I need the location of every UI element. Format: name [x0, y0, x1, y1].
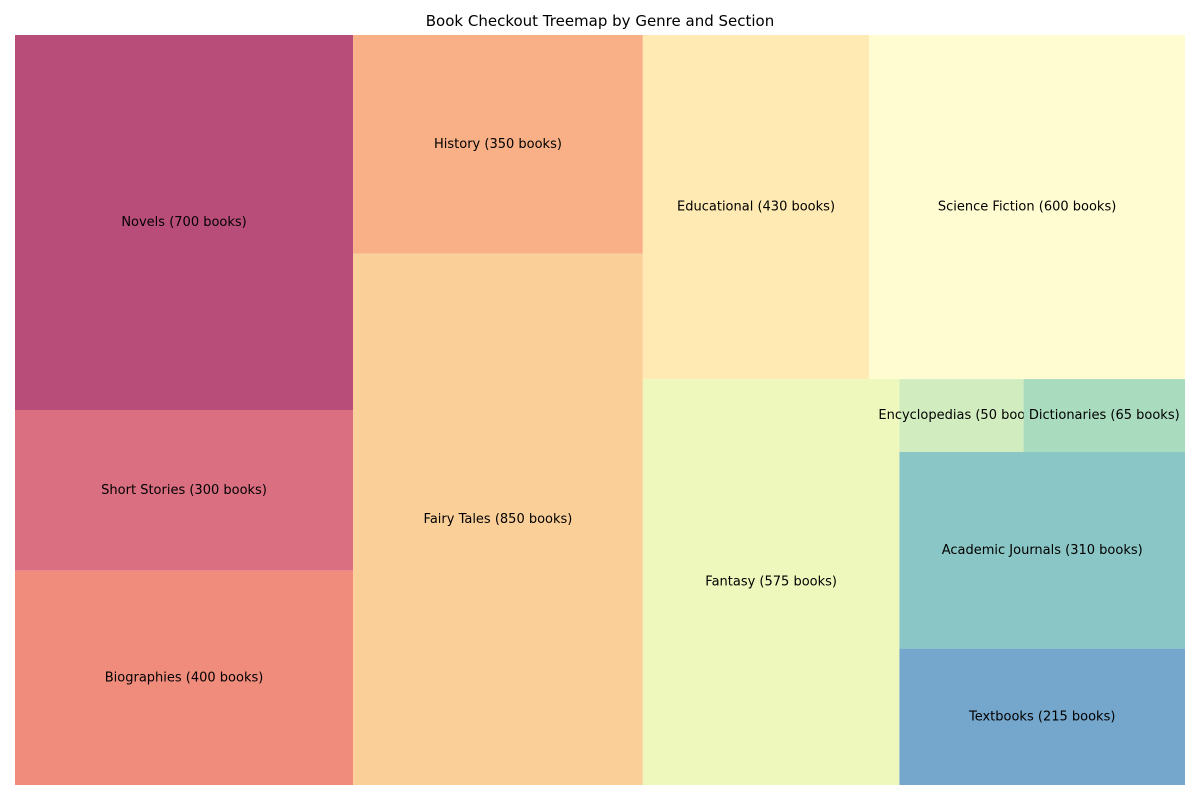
tile-label-fairy-tales: Fairy Tales (850 books) — [424, 512, 573, 527]
tile-rect-educational — [642, 35, 870, 380]
tile-rect-history — [353, 35, 643, 254]
tile-label-academic-journals: Academic Journals (310 books) — [942, 543, 1143, 558]
tile-history: History (350 books) — [353, 35, 643, 254]
tile-educational: Educational (430 books) — [642, 35, 870, 380]
tile-textbooks: Textbooks (215 books) — [899, 648, 1185, 785]
chart-title: Book Checkout Treemap by Genre and Secti… — [425, 12, 775, 30]
tile-short-stories: Short Stories (300 books) — [15, 410, 354, 571]
tile-rect-textbooks — [899, 648, 1185, 785]
tile-label-novels: Novels (700 books) — [121, 215, 246, 230]
tile-label-short-stories: Short Stories (300 books) — [101, 483, 267, 498]
tile-science-fiction: Science Fiction (600 books) — [869, 35, 1185, 380]
tile-academic-journals: Academic Journals (310 books) — [899, 452, 1185, 649]
tile-label-biographies: Biographies (400 books) — [105, 670, 264, 685]
tile-rect-biographies — [15, 570, 354, 785]
tile-fantasy: Fantasy (575 books) — [642, 379, 900, 785]
tile-label-science-fiction: Science Fiction (600 books) — [938, 200, 1116, 215]
tile-biographies: Biographies (400 books) — [15, 570, 354, 785]
tile-label-educational: Educational (430 books) — [677, 200, 835, 215]
tile-rect-novels — [15, 35, 354, 410]
tile-rect-fantasy — [642, 379, 900, 785]
tile-rect-short-stories — [15, 410, 354, 571]
tile-rect-science-fiction — [869, 35, 1185, 380]
tile-label-encyclopedias: Encyclopedias (50 books) — [878, 408, 1044, 423]
tile-label-fantasy: Fantasy (575 books) — [705, 575, 837, 590]
tile-label-dictionaries: Dictionaries (65 books) — [1029, 408, 1180, 423]
tile-rect-fairy-tales — [353, 253, 643, 785]
tile-rect-encyclopedias — [899, 379, 1024, 453]
tile-encyclopedias: Encyclopedias (50 books) — [878, 379, 1045, 453]
tile-novels: Novels (700 books) — [15, 35, 354, 410]
tile-label-textbooks: Textbooks (215 books) — [968, 709, 1115, 724]
tile-dictionaries: Dictionaries (65 books) — [1023, 379, 1185, 453]
tile-fairy-tales: Fairy Tales (850 books) — [353, 253, 643, 785]
tile-rect-dictionaries — [1023, 379, 1185, 453]
tile-label-history: History (350 books) — [434, 137, 562, 152]
tile-rect-academic-journals — [899, 452, 1185, 649]
